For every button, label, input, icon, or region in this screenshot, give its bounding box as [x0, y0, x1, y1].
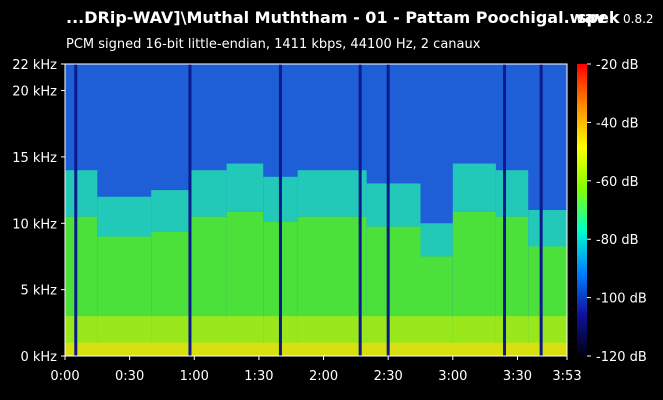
time-tick-label: 0:00 [50, 369, 79, 384]
time-tick-label: 1:30 [244, 369, 273, 384]
time-tick-label: 3:00 [438, 369, 467, 384]
db-tick-label: -20 dB [596, 58, 639, 73]
app-name: spek [577, 8, 620, 27]
spectrum-quiet-line [358, 64, 362, 356]
db-tick-label: -60 dB [596, 175, 639, 190]
spectrum-band-mid [97, 196, 152, 237]
frequency-tick-label: 20 kHz [12, 85, 57, 100]
spectrum-quiet-line [278, 64, 282, 356]
spectrum-band-mid [65, 170, 98, 217]
db-axis: -20 dB -40 dB -60 dB -80 dB -100 dB -120 dB [587, 58, 647, 365]
frequency-tick-label: 22 kHz [12, 58, 57, 73]
time-tick-label: 3:53 [552, 369, 581, 384]
spectrum-band-mid [528, 210, 567, 247]
spectrum-band-mid [452, 163, 496, 212]
spectrum-band-mid [226, 163, 264, 212]
spectrum-band-sub [65, 342, 567, 356]
frequency-tick-label: 15 kHz [12, 151, 57, 166]
time-tick-label: 1:00 [180, 369, 209, 384]
spectrum-quiet-line [539, 64, 543, 356]
spectrum-band-mid [189, 170, 227, 217]
file-title: ...DRip-WAV]\Muthal Muththam - 01 - Patt… [66, 8, 606, 27]
db-tick-label: -40 dB [596, 116, 639, 131]
db-tick-label: -120 dB [596, 350, 647, 365]
spectrum-quiet-line [503, 64, 507, 356]
time-tick-label: 2:30 [374, 369, 403, 384]
db-tick-label: -80 dB [596, 233, 639, 248]
audio-info: PCM signed 16-bit little-endian, 1411 kb… [66, 37, 481, 52]
app-version: 0.8.2 [623, 12, 654, 26]
spectrum-quiet-line [74, 64, 78, 356]
time-tick-label: 2:00 [309, 369, 338, 384]
frequency-axis: 22 kHz 20 kHz 15 kHz 10 kHz 5 kHz 0 kHz [12, 58, 65, 365]
spectrum-band-mid [151, 190, 190, 232]
spectrum-band-mid [297, 170, 367, 217]
time-axis: 0:00 0:30 1:00 1:30 2:00 2:30 3:00 3:30 3:53 [50, 356, 582, 384]
frequency-tick-label: 5 kHz [20, 284, 57, 299]
spectrum-band-mid [420, 223, 453, 257]
spectrogram-frame [64, 63, 568, 357]
frequency-tick-label: 10 kHz [12, 217, 57, 232]
db-color-scale [577, 64, 587, 356]
frequency-tick-label: 0 kHz [20, 350, 57, 365]
spectrum-band-mid [366, 183, 421, 227]
time-tick-label: 0:30 [115, 369, 144, 384]
db-tick-label: -100 dB [596, 292, 647, 307]
spectrum-band-mid [495, 170, 529, 217]
spectrogram-image [65, 64, 567, 356]
spectrum-quiet-line [188, 64, 192, 356]
time-tick-label: 3:30 [503, 369, 532, 384]
spectrum-quiet-line [386, 64, 390, 356]
